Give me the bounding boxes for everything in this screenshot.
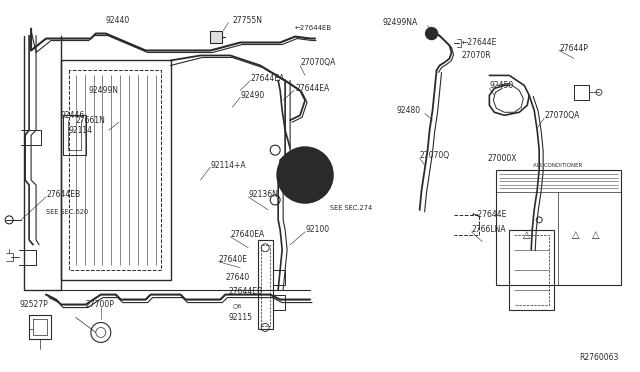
Bar <box>509 230 554 310</box>
Text: △: △ <box>522 230 530 240</box>
Text: 92499NA: 92499NA <box>383 18 418 27</box>
Text: 92450: 92450 <box>490 81 514 90</box>
Text: 27640: 27640 <box>225 273 250 282</box>
Text: 92440: 92440 <box>106 16 130 25</box>
Text: 27644P: 27644P <box>559 44 588 53</box>
Text: 27644EB: 27644EB <box>228 287 262 296</box>
Text: 2766LNA: 2766LNA <box>472 225 506 234</box>
Text: △: △ <box>572 230 580 240</box>
Text: 27700P: 27700P <box>86 300 115 309</box>
Text: R2760063: R2760063 <box>579 353 619 362</box>
Text: ←27644EB: ←27644EB <box>295 25 332 31</box>
Text: 27644EA: 27644EA <box>295 84 330 93</box>
Text: 27661N: 27661N <box>76 116 106 125</box>
Text: 27640E: 27640E <box>218 255 248 264</box>
Text: △: △ <box>592 230 600 240</box>
Text: 92480: 92480 <box>397 106 421 115</box>
Text: ←27644E: ←27644E <box>461 38 497 47</box>
Circle shape <box>426 28 438 39</box>
Text: 92446: 92446 <box>61 111 85 120</box>
Text: 92100: 92100 <box>305 225 329 234</box>
Text: 92114+A: 92114+A <box>211 161 246 170</box>
Text: 92527P: 92527P <box>19 300 48 309</box>
Bar <box>258 240 273 330</box>
Text: AIR CONDITIONER: AIR CONDITIONER <box>534 163 583 167</box>
Text: 27070Q: 27070Q <box>420 151 450 160</box>
Text: ○6: ○6 <box>232 303 242 308</box>
Text: ←27644E: ←27644E <box>472 211 507 219</box>
Text: SEE SEC.274: SEE SEC.274 <box>330 205 372 211</box>
Text: 92136N: 92136N <box>248 190 278 199</box>
Text: 27070QA: 27070QA <box>544 111 580 120</box>
Text: 92499N: 92499N <box>89 86 119 95</box>
Text: 27644EA: 27644EA <box>250 74 285 83</box>
Bar <box>261 245 270 327</box>
Text: 27070QA: 27070QA <box>300 58 335 67</box>
Text: 27644EB: 27644EB <box>46 190 80 199</box>
Text: 92114: 92114 <box>69 126 93 135</box>
Bar <box>497 170 621 285</box>
Text: 92115: 92115 <box>228 313 252 322</box>
Text: SEE SEC.620: SEE SEC.620 <box>46 209 88 215</box>
Text: 27640EA: 27640EA <box>230 230 264 239</box>
Bar <box>211 31 222 42</box>
Text: 27755N: 27755N <box>232 16 262 25</box>
Text: 92490: 92490 <box>240 91 264 100</box>
Text: 27070R: 27070R <box>461 51 491 60</box>
Text: 27000X: 27000X <box>488 154 517 163</box>
Circle shape <box>277 147 333 203</box>
